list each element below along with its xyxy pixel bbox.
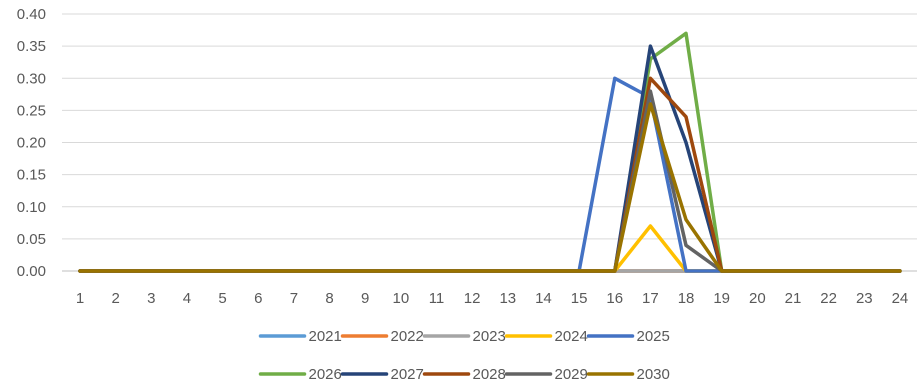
legend-label: 2023 — [473, 328, 506, 345]
series-line-2026 — [78, 31, 902, 273]
series-line-2027 — [78, 44, 902, 273]
y-tick-label: 0.25 — [17, 102, 46, 119]
legend: 2021 2022 2023 2024 2025 2026 2027 2028 2029 2030 — [258, 328, 670, 383]
x-tick-label: 21 — [785, 290, 802, 307]
y-tick-label: 0.00 — [17, 263, 46, 280]
x-tick-label: 2 — [111, 290, 119, 307]
legend-label: 2024 — [555, 328, 588, 345]
x-tick-label: 1 — [76, 290, 84, 307]
legend-label: 2022 — [391, 328, 424, 345]
legend-label: 2026 — [309, 366, 342, 383]
y-tick-label: 0.30 — [17, 70, 46, 87]
x-tick-label: 6 — [254, 290, 262, 307]
legend-item-2021: 2021 — [258, 328, 342, 345]
x-tick-label: 18 — [678, 290, 695, 307]
x-tick-label: 17 — [642, 290, 659, 307]
x-tick-label: 24 — [892, 290, 909, 307]
y-tick-label: 0.10 — [17, 199, 46, 216]
x-tick-label: 11 — [429, 290, 445, 307]
y-tick-label: 0.15 — [17, 167, 46, 184]
series-line-2030 — [78, 102, 902, 273]
y-tick-label: 0.35 — [17, 38, 46, 55]
y-axis-tick-labels: 0.00 0.05 0.10 0.15 0.20 0.25 0.30 0.35 0.40 — [17, 6, 46, 280]
gridlines — [62, 13, 917, 272]
x-tick-label: 15 — [571, 290, 588, 307]
legend-item-2025: 2025 — [586, 328, 670, 345]
x-tick-label: 4 — [183, 290, 191, 307]
legend-label: 2028 — [473, 366, 506, 383]
x-tick-label: 22 — [820, 290, 837, 307]
series-line-2029 — [78, 89, 902, 273]
y-tick-label: 0.05 — [17, 231, 46, 248]
series-line-2024 — [78, 224, 902, 273]
legend-item-2026: 2026 — [258, 366, 342, 383]
legend-item-2029: 2029 — [504, 366, 588, 383]
x-tick-label: 16 — [606, 290, 623, 307]
y-tick-label: 0.40 — [17, 6, 46, 23]
legend-item-2030: 2030 — [586, 366, 670, 383]
x-tick-label: 12 — [464, 290, 481, 307]
legend-item-2022: 2022 — [340, 328, 424, 345]
x-tick-label: 13 — [499, 290, 516, 307]
x-tick-label: 8 — [325, 290, 333, 307]
x-tick-label: 9 — [361, 290, 369, 307]
x-tick-label: 3 — [147, 290, 155, 307]
legend-item-2023: 2023 — [422, 328, 506, 345]
legend-item-2028: 2028 — [422, 366, 506, 383]
x-tick-label: 14 — [535, 290, 552, 307]
x-tick-label: 7 — [290, 290, 298, 307]
legend-item-2027: 2027 — [340, 366, 424, 383]
legend-item-2024: 2024 — [504, 328, 588, 345]
x-tick-label: 19 — [713, 290, 730, 307]
x-tick-label: 10 — [393, 290, 410, 307]
y-tick-label: 0.20 — [17, 135, 46, 152]
legend-label: 2027 — [391, 366, 424, 383]
x-tick-label: 20 — [749, 290, 766, 307]
legend-label: 2029 — [555, 366, 588, 383]
legend-label: 2025 — [637, 328, 670, 345]
legend-label: 2021 — [309, 328, 342, 345]
x-axis-tick-labels: 1 2 3 4 5 6 7 8 9 10 11 12 13 14 15 16 17 18 19 20 21 22 23 24 — [76, 290, 908, 307]
legend-label: 2030 — [637, 366, 670, 383]
series-lines — [78, 31, 902, 273]
x-tick-label: 23 — [856, 290, 873, 307]
x-tick-label: 5 — [218, 290, 226, 307]
